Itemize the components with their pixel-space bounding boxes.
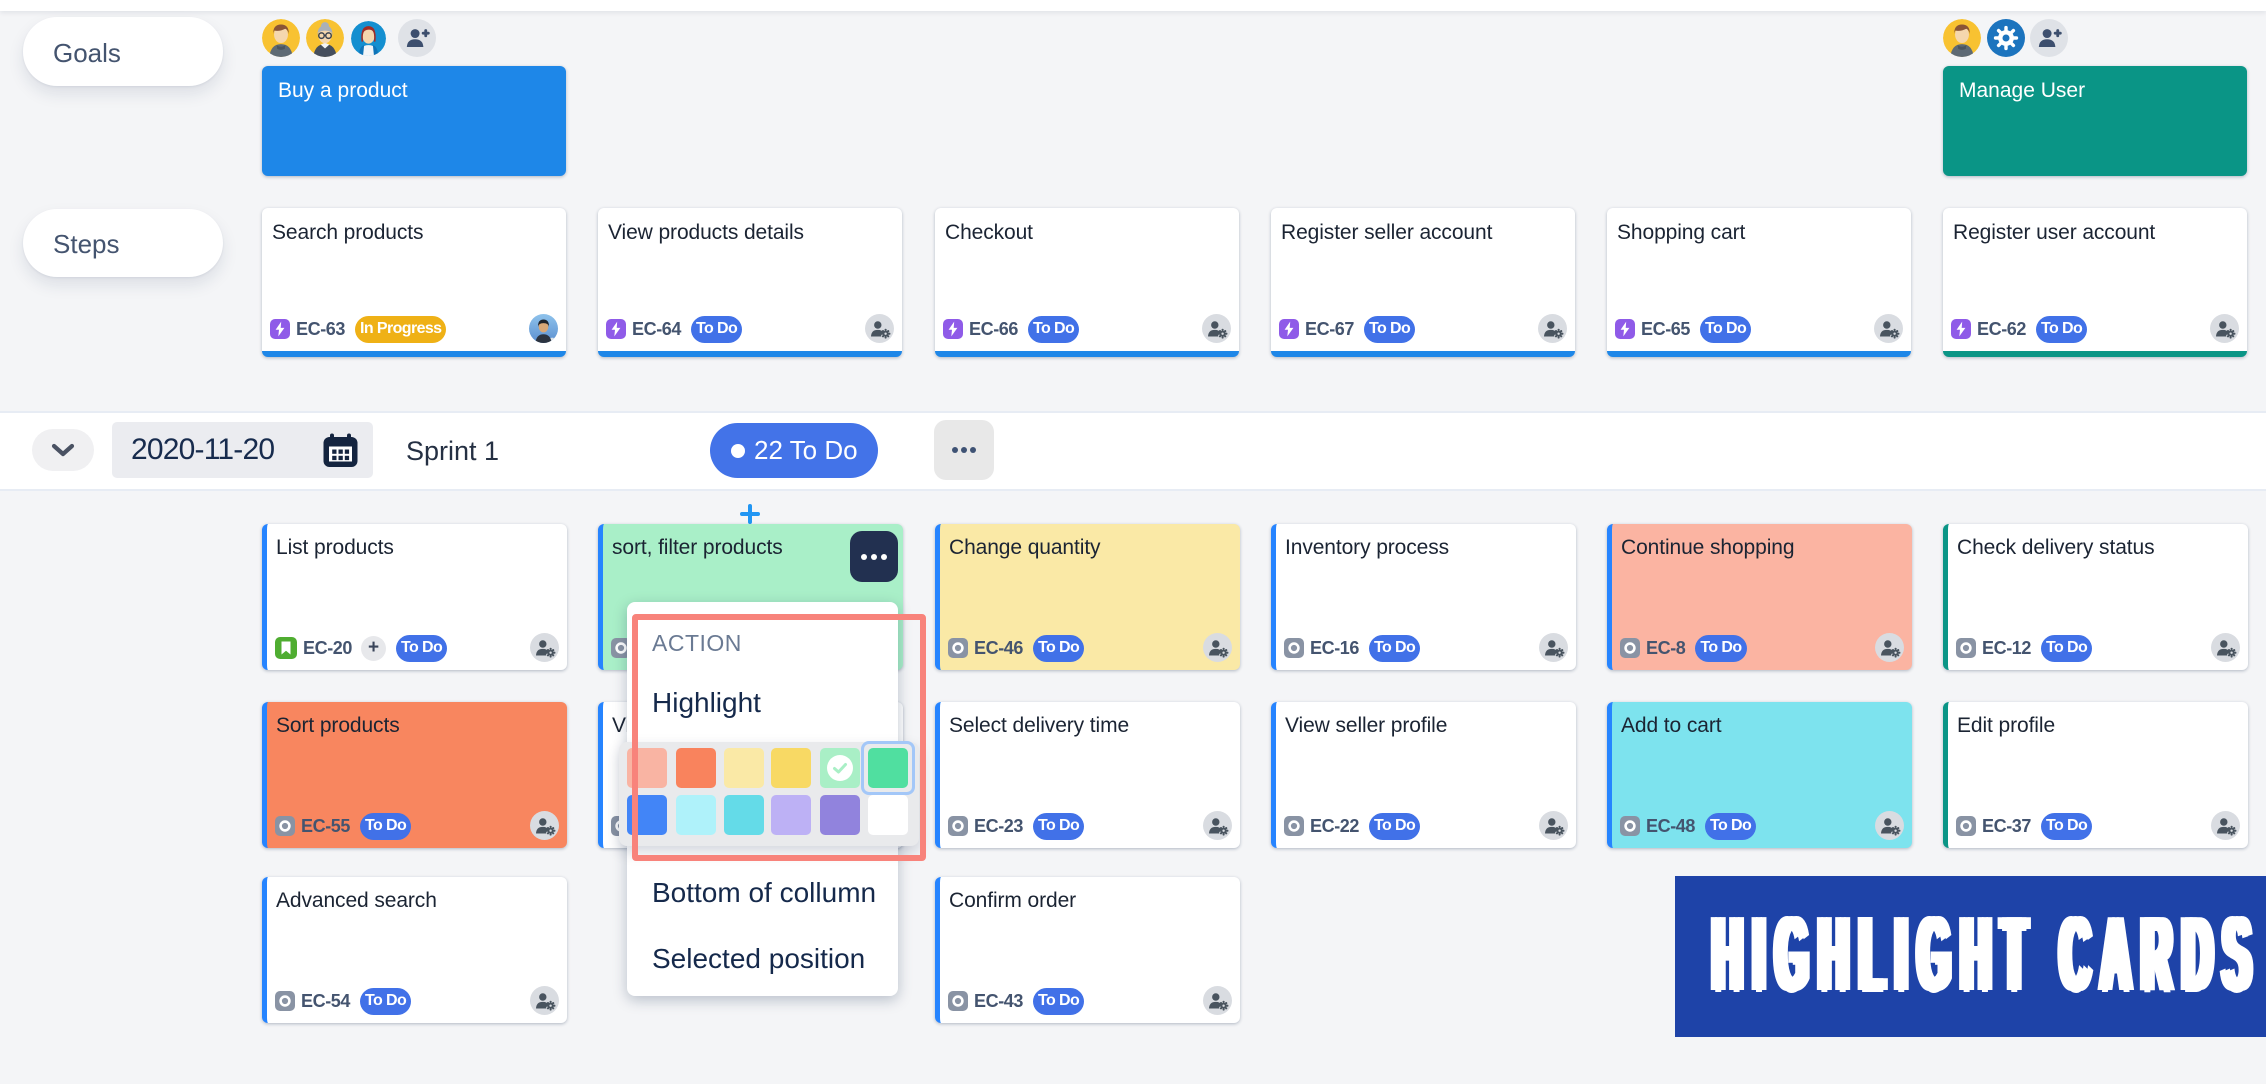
svg-text:HIGHLIGHT CARDS: HIGHLIGHT CARDS — [1713, 895, 2262, 1013]
svg-text:HIGHLIGHT CARDS: HIGHLIGHT CARDS — [1708, 895, 2257, 1013]
svg-text:HIGHLIGHT CARDS: HIGHLIGHT CARDS — [1717, 895, 2266, 1013]
svg-text:HIGHLIGHT CARDS: HIGHLIGHT CARDS — [1713, 897, 2262, 1015]
